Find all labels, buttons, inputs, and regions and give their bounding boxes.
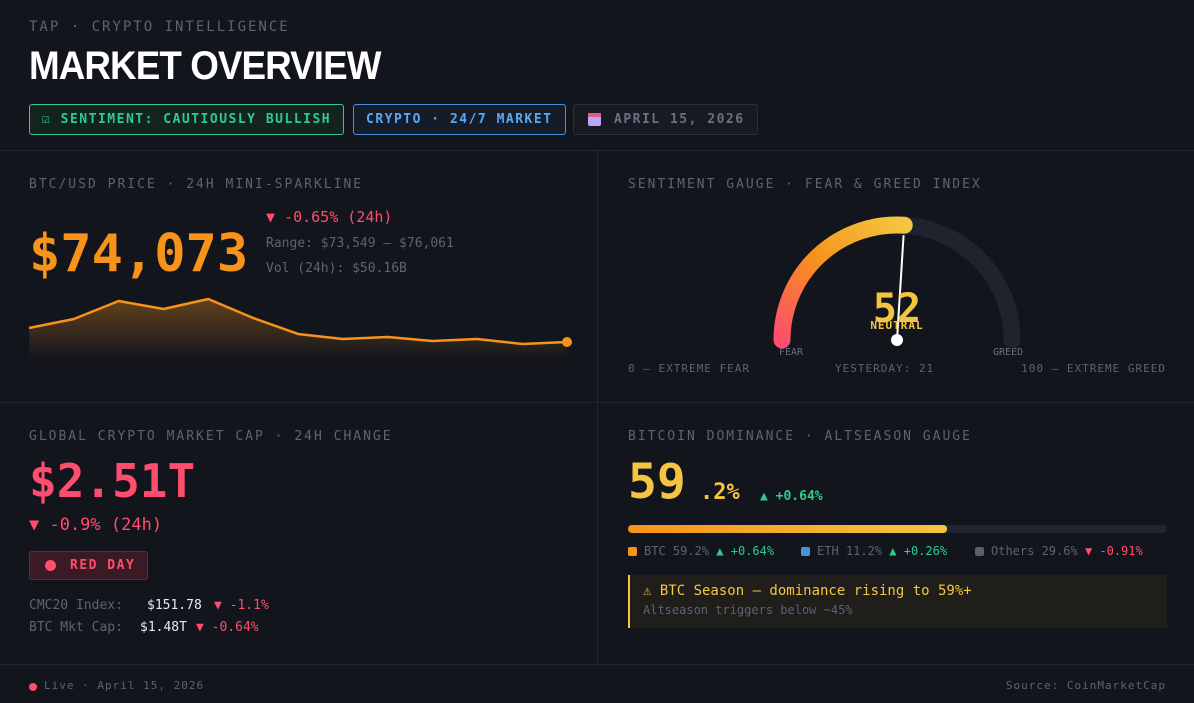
panel-label: BITCOIN DOMINANCE · ALTSEASON GAUGE [628, 429, 972, 444]
gauge-value: 52 [873, 286, 921, 332]
panel-label: BTC/USD PRICE · 24H MINI-SPARKLINE [29, 177, 364, 192]
legend-item: Others 29.6% ▼ -0.91% [991, 544, 1143, 558]
gauge-max: GREED [993, 347, 1023, 358]
alert: ⚠ BTC Season — dominance rising to 59%+ … [628, 575, 1167, 628]
dominance-bar [628, 525, 1167, 533]
badge: APRIL 15, 2026 [573, 104, 758, 135]
legend-change: ▲ +0.64% [716, 544, 775, 558]
legend-label: Others 29.6% [991, 544, 1078, 558]
sparkline-line [28, 297, 568, 346]
panel-label: SENTIMENT GAUGE · FEAR & GREED INDEX [628, 177, 982, 192]
sparkline-end [562, 336, 572, 347]
legend-change: ▼ -0.91% [1084, 544, 1143, 558]
yesterday: YESTERDAY: 21 [835, 362, 935, 375]
dominance-fraction: .2% [700, 480, 740, 505]
legend-label: ETH 11.2% [817, 544, 883, 558]
range: Range: $73,549 – $76,061 [266, 236, 454, 251]
badge: RED DAY [29, 551, 148, 580]
price: $74,073 [29, 224, 249, 284]
legend-change: ▲ +0.26% [889, 544, 948, 558]
row-label: CMC20 Index: [29, 598, 123, 613]
change: ▲ +0.64% [760, 489, 823, 504]
needle-hub [891, 334, 903, 346]
gauge-min: FEAR [779, 347, 804, 358]
sparkline [28, 297, 572, 360]
panel-label: GLOBAL CRYPTO MARKET CAP · 24H CHANGE [29, 429, 393, 444]
legend-item: BTC 59.2% ▲ +0.64% [644, 544, 774, 558]
alert-title: ⚠ BTC Season — dominance rising to 59%+ [643, 583, 972, 599]
row-change: ▼ -1.1% [214, 598, 269, 613]
live-dot [29, 683, 37, 691]
bar-fill [628, 525, 948, 533]
footer-status: Live · April 15, 2026 [44, 679, 205, 692]
legend-swatch [975, 547, 984, 556]
gauge-fill [773, 216, 913, 349]
scale-right: 100 — EXTREME GREED [1021, 362, 1166, 375]
date: APRIL 15, 2026 [614, 112, 745, 127]
eyebrow: TAP · CRYPTO INTELLIGENCE [29, 19, 290, 35]
row-value: $151.78 [147, 598, 202, 613]
legend-swatch [801, 547, 810, 556]
volume: Vol (24h): $50.16B [266, 261, 407, 276]
dot [45, 560, 56, 571]
legend-swatch [628, 547, 637, 556]
change: ▼ -0.65% (24h) [266, 208, 393, 226]
divider [0, 664, 1194, 665]
title: MARKET OVERVIEW [29, 44, 381, 88]
calendar-icon [588, 113, 601, 126]
alert-note: Altseason triggers below ~45% [643, 603, 853, 617]
scale-left: 0 — EXTREME FEAR [628, 362, 750, 375]
divider [597, 150, 598, 664]
footer-source: Source: CoinMarketCap [1005, 679, 1166, 692]
row-value: $1.48T [140, 620, 187, 635]
sparkline-area [29, 299, 567, 360]
gauge-status: NEUTRAL [870, 319, 923, 332]
legend-label: BTC 59.2% [644, 544, 710, 558]
dominance-whole: 59 [628, 454, 686, 510]
gauge-needle [896, 235, 905, 341]
badge: CRYPTO · 24/7 MARKET [353, 104, 566, 135]
badge: ☑ SENTIMENT: CAUTIOUSLY BULLISH [29, 104, 345, 135]
row-label: BTC Mkt Cap: [29, 620, 123, 635]
badge-text: RED DAY [70, 558, 136, 573]
row-change: ▼ -0.64% [196, 620, 259, 635]
change: ▼ -0.9% (24h) [29, 515, 163, 535]
market-cap: $2.51T [29, 454, 196, 508]
legend-item: ETH 11.2% ▲ +0.26% [817, 544, 947, 558]
